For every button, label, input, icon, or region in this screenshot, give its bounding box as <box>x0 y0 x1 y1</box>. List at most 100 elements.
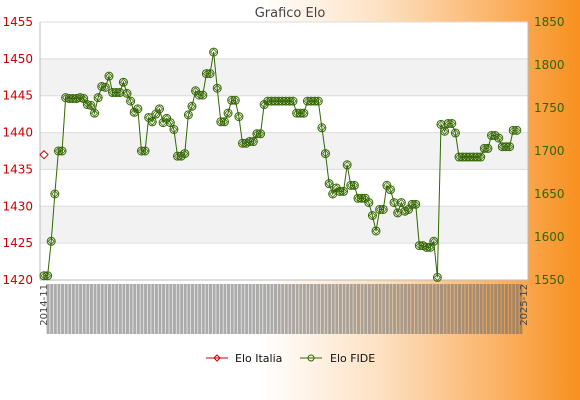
x-tick-mark <box>234 284 238 334</box>
x-tick-mark <box>79 284 83 334</box>
right-tick-label: 1700 <box>534 144 565 158</box>
data-point <box>115 88 125 98</box>
x-tick-mark <box>389 284 393 334</box>
data-point-inner <box>505 143 514 151</box>
x-tick-mark <box>382 284 386 334</box>
data-point-inner <box>477 153 485 161</box>
data-point <box>494 133 504 143</box>
x-axis-ticks: 2014-11 2025-12 <box>39 284 530 334</box>
x-tick-mark <box>393 284 397 334</box>
x-tick-mark <box>64 284 68 334</box>
data-point <box>201 69 211 79</box>
x-tick-mark <box>292 284 296 334</box>
x-tick-mark <box>273 284 277 334</box>
data-point-inner <box>300 109 308 117</box>
x-tick-mark <box>476 284 480 334</box>
x-tick-mark <box>162 284 166 334</box>
data-point-inner <box>184 111 192 119</box>
x-tick-mark <box>375 284 379 334</box>
data-point <box>295 108 305 118</box>
x-tick-mark <box>317 284 321 334</box>
data-point-inner <box>188 102 196 110</box>
data-point <box>133 104 143 114</box>
x-tick-mark <box>306 284 310 334</box>
x-tick-mark <box>501 284 505 334</box>
x-tick-mark <box>266 284 270 334</box>
left-tick-label: 1425 <box>2 236 33 250</box>
x-tick-mark <box>450 284 454 334</box>
x-tick-mark <box>360 284 364 334</box>
data-point <box>479 143 489 153</box>
data-point <box>335 186 345 196</box>
x-tick-mark <box>227 284 231 334</box>
right-tick-label: 1600 <box>534 230 565 244</box>
data-point <box>126 96 136 106</box>
plot-background <box>40 22 528 280</box>
data-point <box>53 146 63 156</box>
series-points <box>39 47 522 282</box>
x-tick-mark <box>104 284 108 334</box>
x-tick-mark <box>180 284 184 334</box>
data-point-inner <box>397 199 405 207</box>
data-point-inner <box>116 88 124 97</box>
x-tick-mark <box>338 284 342 334</box>
x-tick-mark <box>494 284 498 334</box>
data-point <box>252 129 262 139</box>
data-point-inner <box>350 181 358 189</box>
x-tick-mark <box>122 284 126 334</box>
x-tick-mark <box>277 284 281 334</box>
grid-lines <box>39 21 529 281</box>
x-tick-mark <box>458 284 462 334</box>
x-tick-mark <box>71 284 75 334</box>
data-point-inner <box>105 72 113 80</box>
data-point <box>501 142 511 152</box>
x-tick-mark <box>100 284 104 334</box>
x-tick-mark <box>158 284 162 334</box>
data-point <box>147 117 157 127</box>
data-point <box>97 82 107 91</box>
x-tick-mark <box>223 284 227 334</box>
data-point-inner <box>321 150 330 158</box>
data-point-inner <box>433 273 441 281</box>
data-point-inner <box>181 150 189 158</box>
data-point-inner <box>256 130 265 138</box>
data-point <box>245 137 255 147</box>
x-tick-mark <box>53 284 57 334</box>
data-point <box>440 126 450 136</box>
data-point-inner <box>141 147 149 155</box>
x-tick-mark <box>68 284 72 334</box>
data-point-inner <box>379 205 387 214</box>
data-point-inner <box>80 94 88 103</box>
x-tick-mark <box>515 284 519 334</box>
data-point <box>310 96 320 106</box>
data-point-inner <box>170 125 178 134</box>
data-point-inner <box>148 118 156 126</box>
data-point <box>512 125 522 135</box>
data-point-inner <box>101 83 109 91</box>
x-tick-mark <box>93 284 97 334</box>
data-point <box>342 160 352 170</box>
left-axis-ticks: 1420 1425 1430 1435 1440 1445 1450 1455 <box>2 15 33 287</box>
x-tick-mark <box>209 284 213 334</box>
data-point <box>375 204 385 214</box>
data-point <box>219 117 229 127</box>
data-point-inner <box>44 272 52 280</box>
left-tick-label: 1445 <box>2 89 33 103</box>
x-tick-mark <box>237 284 241 334</box>
right-tick-label: 1850 <box>534 15 565 29</box>
x-tick-mark <box>407 284 411 334</box>
x-tick-mark <box>335 284 339 334</box>
legend-marker-fide <box>307 354 315 362</box>
data-point-inner <box>339 187 348 195</box>
left-tick-label: 1440 <box>2 126 33 140</box>
data-point-inner <box>231 96 239 104</box>
data-point-inner <box>72 94 81 103</box>
data-point <box>187 101 197 111</box>
x-tick-mark <box>371 284 375 334</box>
x-tick-mark <box>259 284 263 334</box>
data-point <box>367 211 377 220</box>
x-tick-mark <box>126 284 130 334</box>
x-tick-mark <box>313 284 317 334</box>
data-point <box>209 47 219 57</box>
